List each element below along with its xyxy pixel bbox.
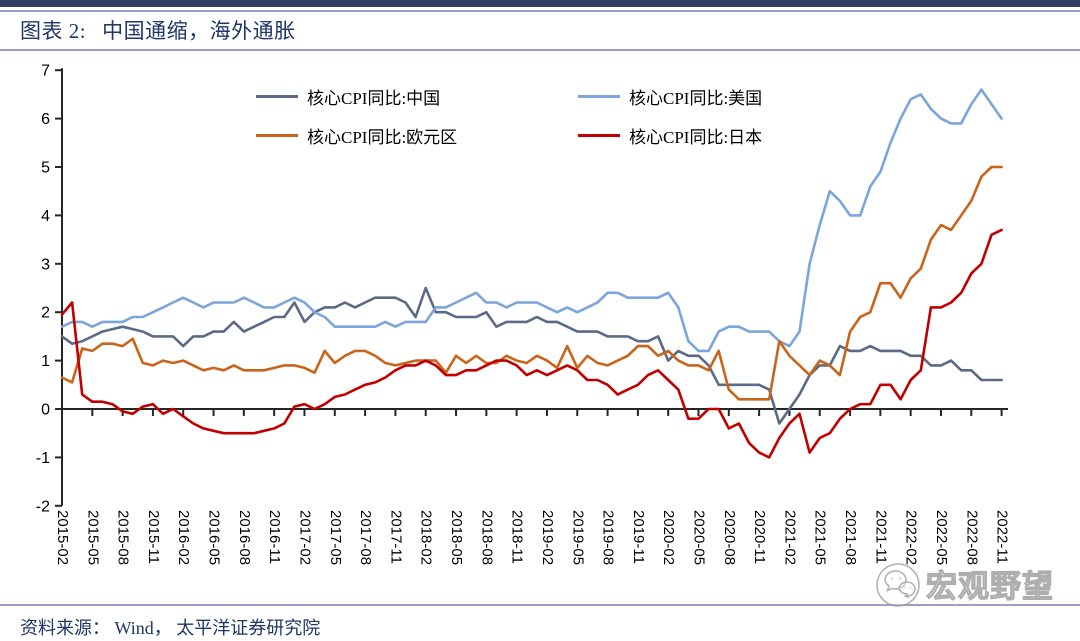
y-tick-label: -2: [36, 498, 50, 515]
figure-label: 图表 2:: [20, 19, 87, 43]
x-tick-label: 2018-08: [478, 510, 495, 565]
x-tick-label: 2018-11: [509, 510, 526, 564]
x-tick-label: 2015-08: [115, 510, 132, 565]
y-tick-label: 6: [41, 111, 50, 128]
x-tick-label: 2018-05: [448, 510, 465, 565]
x-tick-label: 2017-05: [327, 510, 344, 565]
watermark-label: 宏观野望: [926, 569, 1054, 604]
x-tick-label: 2018-02: [418, 510, 435, 565]
y-tick-label: 2: [41, 305, 50, 322]
series-line-2: [60, 165, 1003, 401]
x-tick-label: 2022-08: [963, 510, 980, 565]
x-tick-label: 2015-02: [54, 510, 71, 565]
y-tick-label: 5: [41, 160, 50, 177]
x-tick-label: 2020-02: [660, 510, 677, 565]
legend-item-china: 核心CPI同比:中国: [256, 84, 578, 109]
legend-item-us: 核心CPI同比:美国: [578, 84, 762, 109]
figure-header: 图表 2: 中国通缩，海外通胀: [0, 10, 1080, 51]
x-tick-label: 2017-02: [296, 510, 313, 565]
legend-label: 核心CPI同比:美国: [629, 89, 763, 108]
x-tick-label: 2019-08: [600, 510, 617, 565]
y-tick-label: 7: [41, 63, 50, 80]
y-tick-label: -1: [36, 450, 50, 467]
x-tick-label: 2021-11: [872, 510, 889, 564]
x-tick-label: 2015-11: [145, 510, 162, 564]
y-tick-label: 3: [41, 256, 50, 273]
chart-legend: 核心CPI同比:中国 核心CPI同比:美国 核心CPI同比:欧元区 核心CPI同…: [256, 84, 762, 148]
x-tick-label: 2022-11: [994, 510, 1011, 564]
x-tick-label: 2015-05: [84, 510, 101, 565]
legend-item-eurozone: 核心CPI同比:欧元区: [256, 123, 578, 148]
legend-label: 核心CPI同比:日本: [629, 128, 763, 147]
x-tick-label: 2017-11: [387, 510, 404, 564]
x-tick-label: 2017-08: [357, 510, 374, 565]
y-tick-label: 1: [41, 353, 50, 370]
x-tick-label: 2019-02: [539, 510, 556, 565]
wechat-icon: [876, 563, 920, 607]
x-tick-label: 2020-05: [691, 510, 708, 565]
page-title: 中国通缩，海外通胀: [102, 19, 296, 43]
legend-swatch: [578, 95, 620, 98]
x-tick-label: 2020-08: [721, 510, 738, 565]
x-tick-label: 2021-02: [781, 510, 798, 565]
y-tick-label: 0: [41, 402, 50, 419]
source-note: 资料来源： Wind， 太平洋证券研究院: [20, 618, 321, 638]
x-tick-label: 2016-11: [266, 510, 283, 564]
source-row: 资料来源： Wind， 太平洋证券研究院: [0, 604, 1080, 640]
watermark: 宏观野望: [876, 563, 1054, 607]
y-tick-label: 4: [41, 208, 50, 225]
x-tick-label: 2021-05: [812, 510, 829, 565]
x-tick-label: 2020-11: [751, 510, 768, 564]
legend-label: 核心CPI同比:欧元区: [307, 128, 458, 147]
series-line-3: [60, 228, 1003, 459]
x-tick-label: 2016-05: [206, 510, 223, 565]
legend-label: 核心CPI同比:中国: [307, 89, 441, 108]
x-tick-label: 2022-02: [903, 510, 920, 565]
x-tick-label: 2016-08: [236, 510, 253, 565]
top-accent-bar: [0, 0, 1080, 7]
legend-item-japan: 核心CPI同比:日本: [578, 123, 762, 148]
x-tick-label: 2019-05: [569, 510, 586, 565]
x-tick-label: 2019-11: [630, 510, 647, 564]
x-tick-label: 2022-05: [933, 510, 950, 565]
x-tick-label: 2021-08: [842, 510, 859, 565]
legend-swatch: [578, 134, 620, 137]
legend-swatch: [256, 95, 298, 98]
legend-swatch: [256, 134, 298, 137]
series-line-1: [60, 88, 1003, 353]
x-tick-label: 2016-02: [175, 510, 192, 565]
